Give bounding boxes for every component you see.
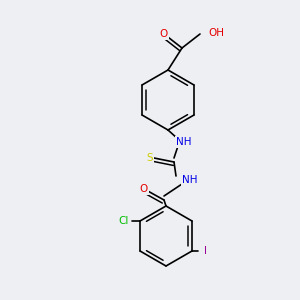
Text: NH: NH <box>176 137 192 147</box>
Text: O: O <box>160 29 168 39</box>
Text: O: O <box>140 184 148 194</box>
Text: S: S <box>147 153 153 163</box>
Text: OH: OH <box>208 28 224 38</box>
Text: Cl: Cl <box>119 216 129 226</box>
Text: NH: NH <box>182 175 198 185</box>
Text: I: I <box>205 246 208 256</box>
